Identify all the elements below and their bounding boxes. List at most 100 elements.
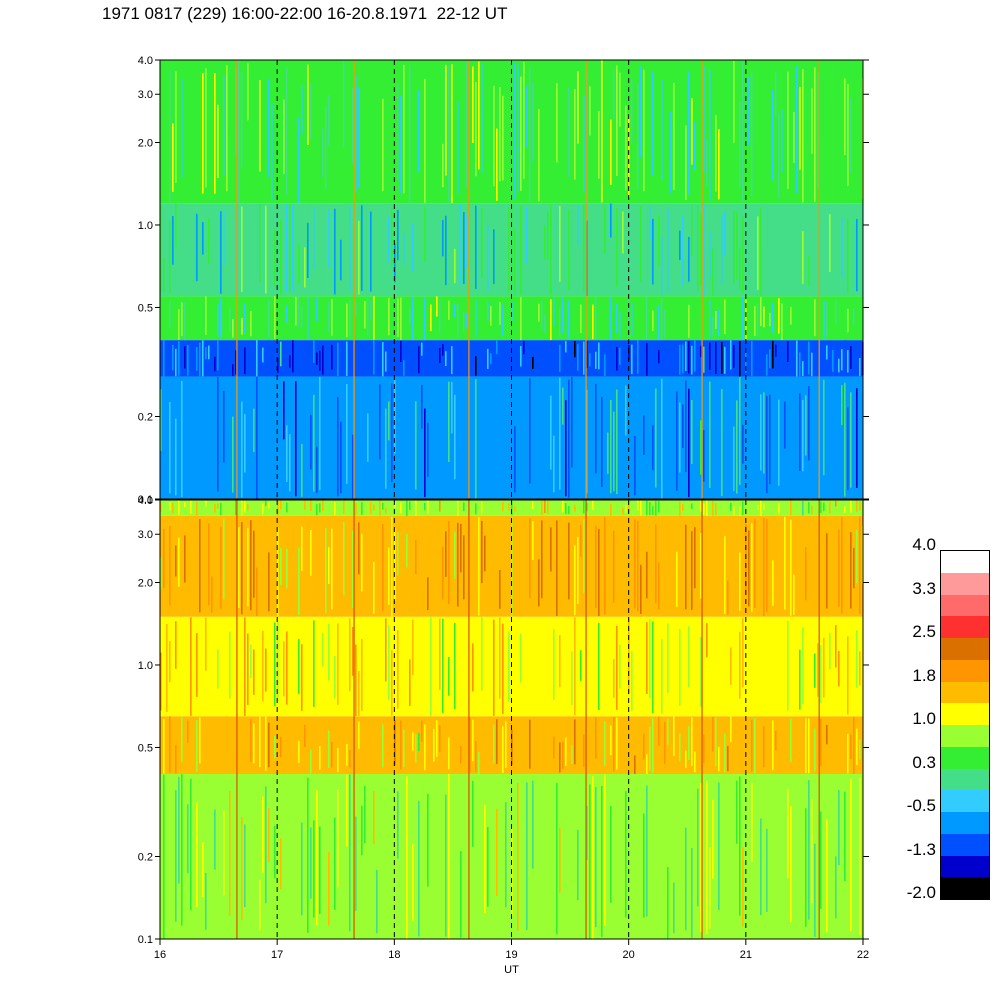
heatmap-cell (817, 526, 819, 568)
heatmap-cell (814, 653, 816, 688)
heatmap-cell (739, 377, 741, 485)
heatmap-cell (313, 620, 315, 707)
heatmap-cell (337, 747, 339, 773)
heatmap-cell (421, 306, 423, 338)
colorbar-label: 1.0 (912, 709, 936, 728)
heatmap-cell (337, 342, 339, 377)
heatmap-cell (850, 500, 852, 513)
heatmap-cell (439, 347, 441, 364)
heatmap-cell (454, 248, 456, 284)
heatmap-cell (559, 827, 561, 893)
heatmap-cell (496, 209, 498, 267)
heatmap-cell (289, 204, 291, 292)
heatmap-cell (319, 826, 321, 915)
heatmap-cell (238, 527, 240, 608)
heatmap-cell (595, 383, 597, 474)
heatmap-cell (691, 618, 693, 716)
heatmap-cell (853, 717, 855, 774)
heatmap-cell (247, 220, 249, 287)
heatmap-cell (421, 385, 423, 429)
heatmap-cell (355, 816, 357, 911)
heatmap-cell (190, 778, 192, 911)
heatmap-cell (676, 640, 678, 671)
heatmap-cell (523, 61, 525, 179)
heatmap-cell (265, 205, 267, 294)
heatmap-cell (688, 71, 690, 195)
heatmap-cell (205, 729, 207, 762)
heatmap-cell (319, 626, 321, 709)
heatmap-cell (316, 446, 318, 493)
heatmap-cell (790, 306, 792, 325)
heatmap-cell (601, 234, 603, 292)
heatmap-cell (532, 780, 534, 869)
heatmap-cell (349, 618, 351, 692)
heatmap-cell (283, 353, 285, 365)
heatmap-cell (601, 625, 603, 662)
heatmap-cell (856, 388, 858, 488)
heatmap-cell (385, 351, 387, 372)
heatmap-cell (553, 435, 555, 493)
heatmap-cell (859, 107, 861, 197)
heatmap-cell (241, 72, 243, 168)
heatmap-cell (268, 502, 270, 509)
heatmap-cell (415, 401, 417, 490)
heatmap-cell (589, 784, 591, 939)
heatmap-cell (358, 671, 360, 716)
heatmap-cell (334, 725, 336, 765)
heatmap-cell (313, 207, 315, 269)
heatmap-cell (643, 617, 645, 716)
heatmap-cell (661, 236, 663, 295)
heatmap-cell (568, 300, 570, 339)
colorbar-label: 0.3 (912, 753, 936, 772)
heatmap-cell (175, 418, 177, 496)
heatmap-cell (583, 519, 585, 593)
heatmap-cell (784, 516, 786, 610)
heatmap-cell (193, 719, 195, 762)
x-tick-label: 18 (388, 949, 400, 961)
heatmap-cell (433, 728, 435, 762)
heatmap-cell (328, 210, 330, 267)
heatmap-cell (445, 351, 447, 367)
heatmap-cell (853, 60, 855, 202)
heatmap-cell (211, 64, 213, 174)
heatmap-cell (502, 726, 504, 773)
heatmap-cell (496, 719, 498, 765)
heatmap-cell (277, 357, 279, 374)
heatmap-cell (859, 358, 861, 377)
heatmap-cell (793, 239, 795, 271)
heatmap-cell (184, 535, 186, 583)
heatmap-cell (787, 71, 789, 189)
heatmap-cell (577, 536, 579, 604)
heatmap-cell (619, 725, 621, 766)
heatmap-cell (718, 782, 720, 910)
heatmap-cell (529, 518, 531, 599)
heatmap-cell (538, 559, 540, 607)
heatmap-cell (277, 500, 279, 516)
heatmap-cell (244, 414, 246, 473)
heatmap-cell (220, 211, 222, 294)
heatmap-cell (196, 381, 198, 490)
colorbar-segment (941, 746, 989, 769)
heatmap-cell (331, 299, 333, 336)
heatmap-streak (585, 500, 587, 939)
heatmap-cell (181, 381, 183, 497)
heatmap-cell (562, 387, 564, 425)
colorbar-label: -1.3 (906, 840, 936, 859)
heatmap-cell (331, 741, 333, 768)
heatmap-cell (418, 625, 420, 660)
heatmap-cell (520, 205, 522, 295)
heatmap-cell (520, 570, 522, 613)
heatmap-cell (709, 231, 711, 279)
heatmap-cell (562, 779, 564, 869)
heatmap-cell (673, 882, 675, 934)
heatmap-cell (850, 97, 852, 173)
heatmap-cell (619, 347, 621, 365)
heatmap-cell (334, 208, 336, 295)
heatmap-cell (772, 560, 774, 606)
heatmap-cell (640, 617, 642, 668)
heatmap-cell (412, 224, 414, 272)
heatmap-cell (733, 426, 735, 492)
heatmap-cell (568, 87, 570, 177)
heatmap-cell (175, 744, 177, 774)
heatmap-cell (691, 531, 693, 610)
